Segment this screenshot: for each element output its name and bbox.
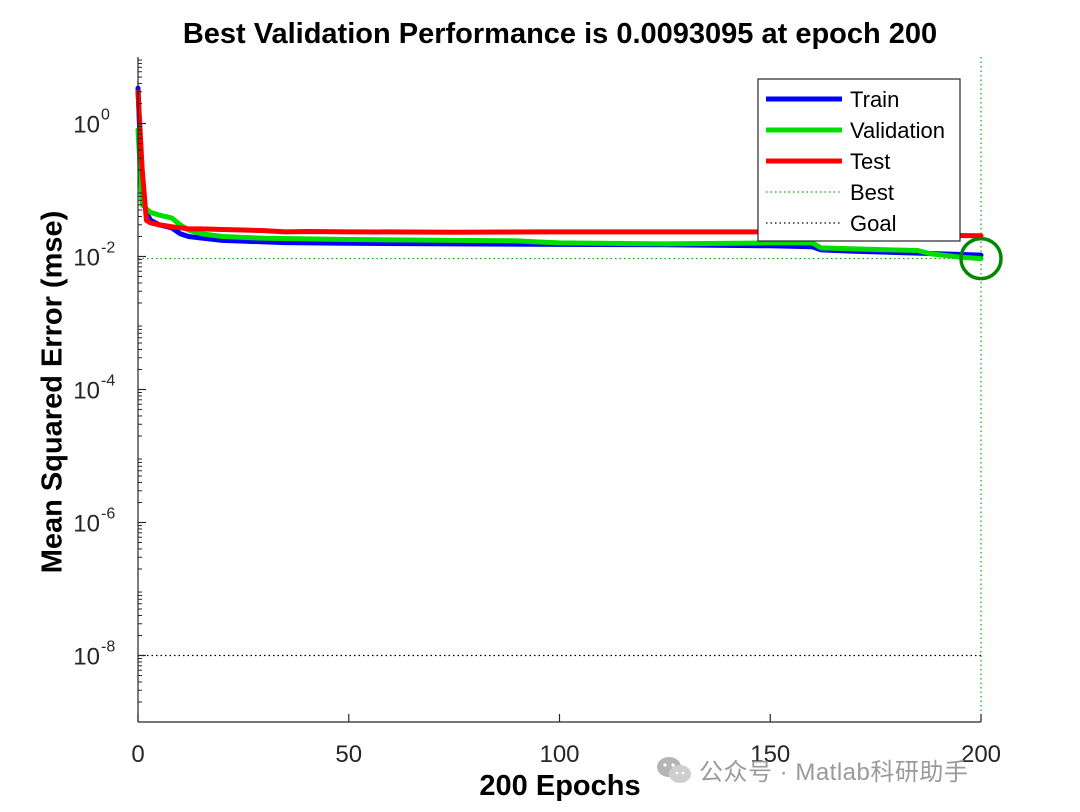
watermark: 公众号 · Matlab科研助手 — [655, 752, 968, 787]
best-epoch-marker — [959, 236, 1003, 281]
y-tick-label: 10 — [73, 378, 100, 405]
y-tick-label: 10 — [73, 644, 100, 671]
legend-label-validation: Validation — [850, 118, 945, 143]
y-tick-label-exponent: -6 — [101, 506, 115, 523]
x-tick-label: 100 — [539, 741, 579, 768]
y-tick-label-exponent: -8 — [101, 639, 115, 656]
wechat-icon — [657, 756, 691, 783]
y-tick-label: 10 — [73, 245, 100, 272]
y-axis-label: Mean Squared Error (mse) — [36, 210, 69, 574]
watermark-text: 公众号 · Matlab科研助手 — [699, 759, 969, 786]
legend-label-test: Test — [850, 149, 890, 174]
x-tick-label: 200 — [961, 741, 1001, 768]
x-axis-label: 200 Epochs — [479, 770, 641, 802]
legend-label-train: Train — [850, 87, 899, 112]
y-tick-label: 10 — [73, 511, 100, 538]
legend-label-best: Best — [850, 180, 894, 205]
x-tick-label: 0 — [131, 741, 144, 768]
series-validation-line — [135, 127, 984, 262]
y-tick-label-exponent: -2 — [101, 240, 115, 257]
x-tick-label: 150 — [750, 741, 790, 768]
legend-label-goal: Goal — [850, 211, 896, 236]
y-tick-label: 10 — [73, 112, 100, 139]
x-tick-label: 50 — [335, 741, 362, 768]
y-tick-label-exponent: 0 — [101, 107, 110, 124]
y-tick-label-exponent: -4 — [101, 373, 115, 390]
chart-title: Best Validation Performance is 0.0093095… — [182, 18, 938, 50]
